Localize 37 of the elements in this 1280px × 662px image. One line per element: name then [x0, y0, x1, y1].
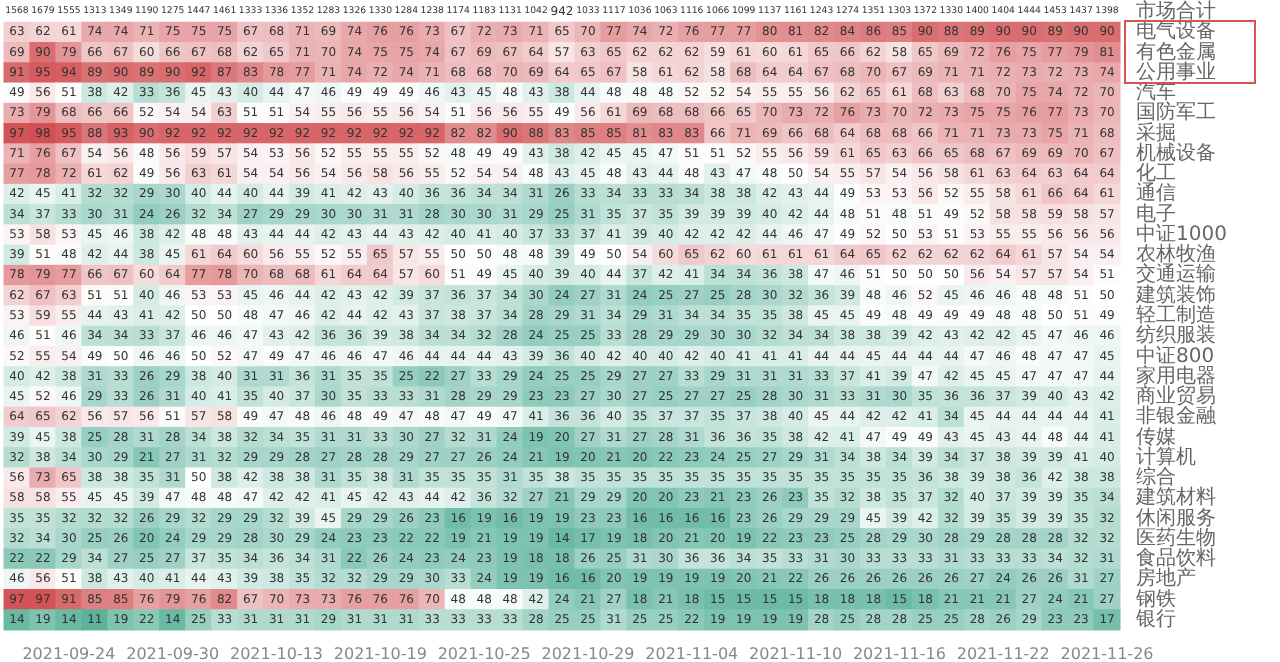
x-tick-label: 2021-09-30: [126, 645, 220, 662]
y-tick-label: 计算机: [1136, 444, 1196, 469]
y-tick-label: 机械设备: [1136, 140, 1216, 165]
y-tick-label: 有色金属: [1136, 39, 1216, 64]
x-tick-label: 2021-11-16: [852, 645, 946, 662]
y-tick-label: 建筑装饰: [1134, 282, 1216, 307]
x-tick-label: 2021-10-13: [230, 645, 324, 662]
x-tick-label: 2021-10-29: [541, 645, 635, 662]
y-tick-label: 房地产: [1136, 566, 1196, 591]
y-tick-label: 钢铁: [1134, 586, 1176, 611]
y-tick-label: 交通运输: [1136, 262, 1216, 287]
y-tick-label: 休闲服务: [1136, 505, 1216, 530]
x-tick-label: 2021-11-04: [645, 645, 739, 662]
y-tick-label: 国防军工: [1136, 100, 1216, 125]
y-tick-label: 轻工制造: [1136, 303, 1216, 327]
x-tick-label: 2021-09-24: [22, 645, 116, 662]
y-tick-label: 采掘: [1136, 120, 1176, 145]
y-tick-label: 家用电器: [1136, 363, 1216, 388]
y-tick-label: 中证800: [1136, 343, 1215, 368]
y-tick-label: 公用事业: [1136, 59, 1216, 84]
y-tick-label: 非银金融: [1136, 404, 1216, 429]
y-tick-label: 商业贸易: [1136, 384, 1216, 409]
y-tick-label: 中证1000: [1136, 221, 1227, 246]
x-tick-label: 2021-10-19: [333, 645, 427, 662]
y-tick-label: 电子: [1136, 201, 1176, 226]
y-tick-label: 建筑材料: [1134, 485, 1216, 510]
y-tick-label: 电气设备: [1136, 19, 1216, 44]
y-tick-label: 纺织服装: [1136, 323, 1216, 348]
x-tick-label: 2021-11-22: [956, 645, 1050, 662]
y-tick-label: 传媒: [1136, 426, 1176, 449]
y-tick-label: 通信: [1136, 181, 1176, 206]
x-tick-label: 2021-11-10: [749, 645, 843, 662]
y-tick-label: 市场合计: [1136, 0, 1216, 24]
x-tick-label: 2021-11-26: [1060, 645, 1154, 662]
y-tick-label: 银行: [1134, 608, 1176, 631]
x-tick-label: 2021-10-25: [437, 645, 531, 662]
y-tick-label: 医药生物: [1136, 525, 1216, 550]
